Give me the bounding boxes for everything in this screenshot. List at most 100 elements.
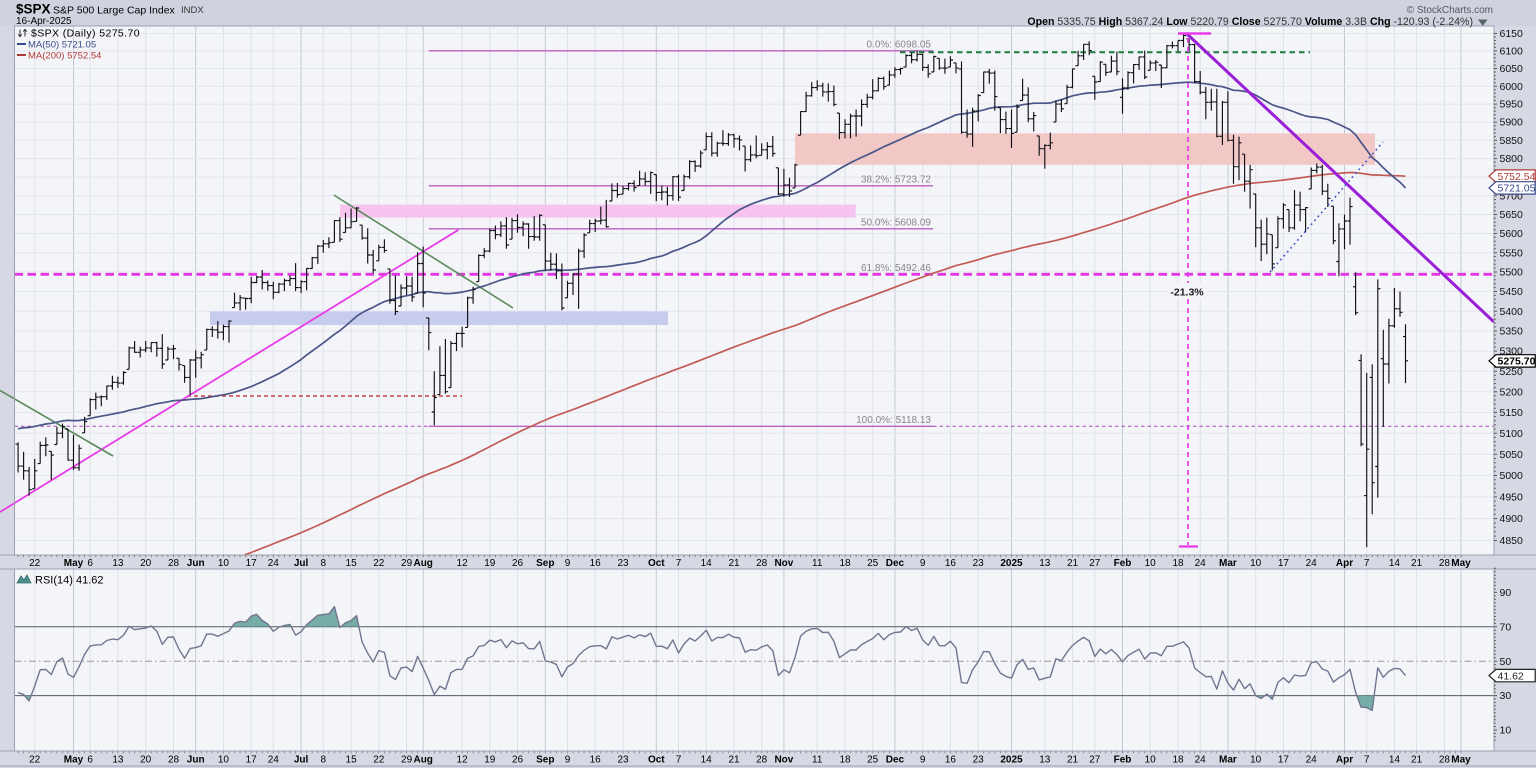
- svg-text:5721.05: 5721.05: [1498, 183, 1536, 195]
- svg-text:5550: 5550: [1500, 247, 1524, 259]
- svg-text:$SPX: $SPX: [16, 2, 51, 17]
- svg-text:9: 9: [920, 558, 926, 569]
- svg-text:21: 21: [1067, 755, 1079, 766]
- svg-text:11: 11: [812, 755, 823, 766]
- svg-text:15: 15: [346, 558, 358, 569]
- svg-text:22: 22: [373, 755, 385, 766]
- svg-text:29: 29: [401, 755, 413, 766]
- svg-text:5950: 5950: [1500, 99, 1524, 111]
- svg-text:25: 25: [867, 755, 879, 766]
- svg-text:5350: 5350: [1500, 326, 1524, 338]
- svg-text:10: 10: [1250, 755, 1262, 766]
- svg-text:9: 9: [920, 755, 926, 766]
- svg-text:7: 7: [676, 755, 682, 766]
- svg-text:28: 28: [168, 558, 180, 569]
- svg-text:5275.70: 5275.70: [1498, 356, 1536, 368]
- svg-text:14: 14: [701, 755, 713, 766]
- svg-text:May: May: [64, 558, 84, 569]
- svg-text:27: 27: [1089, 755, 1101, 766]
- svg-text:50.0%: 5608.09: 50.0%: 5608.09: [861, 217, 931, 228]
- svg-text:23: 23: [617, 558, 629, 569]
- svg-text:28: 28: [168, 755, 180, 766]
- svg-text:14: 14: [1389, 755, 1401, 766]
- svg-text:27: 27: [1089, 558, 1101, 569]
- svg-text:6050: 6050: [1500, 63, 1524, 75]
- svg-text:26: 26: [512, 755, 524, 766]
- svg-text:5850: 5850: [1500, 135, 1524, 147]
- svg-text:Aug: Aug: [413, 558, 432, 569]
- svg-text:6100: 6100: [1500, 46, 1524, 58]
- svg-text:19: 19: [484, 558, 496, 569]
- svg-text:12: 12: [457, 558, 469, 569]
- svg-text:Sep: Sep: [536, 755, 554, 766]
- svg-text:Dec: Dec: [886, 755, 905, 766]
- svg-text:13: 13: [112, 755, 124, 766]
- svg-text:May: May: [1451, 558, 1471, 569]
- svg-text:13: 13: [1039, 558, 1051, 569]
- svg-text:5752.54: 5752.54: [1498, 171, 1536, 183]
- svg-text:9: 9: [565, 755, 571, 766]
- svg-text:10: 10: [218, 558, 230, 569]
- svg-text:24: 24: [268, 755, 280, 766]
- svg-text:Feb: Feb: [1114, 558, 1132, 569]
- svg-text:4900: 4900: [1500, 513, 1524, 525]
- svg-text:5400: 5400: [1500, 306, 1524, 318]
- svg-text:11: 11: [812, 558, 823, 569]
- svg-text:50: 50: [1500, 656, 1512, 668]
- svg-text:6: 6: [87, 755, 93, 766]
- svg-text:5150: 5150: [1500, 407, 1524, 419]
- svg-text:21: 21: [1067, 558, 1079, 569]
- svg-text:Oct: Oct: [648, 755, 665, 766]
- svg-text:10: 10: [1145, 755, 1157, 766]
- svg-text:5800: 5800: [1500, 153, 1524, 165]
- svg-text:10: 10: [1145, 558, 1157, 569]
- svg-text:MA(50) 5721.05: MA(50) 5721.05: [28, 40, 96, 51]
- svg-text:41.62: 41.62: [1498, 670, 1524, 682]
- svg-text:38.2%: 5723.72: 38.2%: 5723.72: [861, 174, 931, 185]
- svg-text:18: 18: [1172, 755, 1184, 766]
- svg-text:16: 16: [945, 755, 957, 766]
- svg-text:2025: 2025: [1000, 558, 1023, 569]
- svg-text:20: 20: [140, 755, 152, 766]
- svg-text:8: 8: [321, 558, 327, 569]
- svg-text:10: 10: [218, 755, 230, 766]
- svg-text:28: 28: [1439, 558, 1451, 569]
- svg-text:16: 16: [590, 558, 602, 569]
- svg-text:6: 6: [87, 558, 93, 569]
- svg-text:61.8%: 5492.46: 61.8%: 5492.46: [861, 263, 931, 274]
- svg-text:22: 22: [373, 558, 385, 569]
- svg-text:Oct: Oct: [648, 558, 665, 569]
- svg-text:17: 17: [246, 755, 258, 766]
- svg-text:10: 10: [1250, 558, 1262, 569]
- svg-text:May: May: [64, 755, 84, 766]
- svg-text:28: 28: [756, 558, 768, 569]
- svg-text:Mar: Mar: [1219, 558, 1237, 569]
- svg-text:Dec: Dec: [886, 558, 905, 569]
- svg-text:22: 22: [29, 755, 41, 766]
- svg-text:Mar: Mar: [1219, 755, 1237, 766]
- svg-text:6150: 6150: [1500, 28, 1524, 40]
- svg-text:Jun: Jun: [187, 558, 205, 569]
- svg-text:21: 21: [728, 558, 740, 569]
- svg-text:5500: 5500: [1500, 267, 1524, 279]
- svg-text:© StockCharts.com: © StockCharts.com: [1407, 5, 1493, 16]
- svg-text:18: 18: [839, 558, 851, 569]
- svg-text:16-Apr-2025: 16-Apr-2025: [16, 16, 72, 27]
- svg-text:5000: 5000: [1500, 470, 1524, 482]
- svg-text:RSI(14) 41.62: RSI(14) 41.62: [35, 575, 103, 587]
- svg-text:17: 17: [1278, 755, 1290, 766]
- svg-text:21: 21: [728, 755, 740, 766]
- svg-text:Open 5335.75 High 5367.24 Low: Open 5335.75 High 5367.24 Low 5220.79 Cl…: [1027, 16, 1473, 28]
- svg-text:5050: 5050: [1500, 449, 1524, 461]
- svg-text:16: 16: [945, 558, 957, 569]
- svg-text:Jul: Jul: [294, 558, 309, 569]
- svg-text:23: 23: [617, 755, 629, 766]
- svg-text:29: 29: [401, 558, 413, 569]
- svg-text:Feb: Feb: [1114, 755, 1132, 766]
- svg-text:7: 7: [676, 558, 682, 569]
- svg-text:8: 8: [321, 755, 327, 766]
- svg-text:18: 18: [839, 755, 851, 766]
- svg-text:21: 21: [1411, 755, 1423, 766]
- svg-text:24: 24: [1195, 558, 1207, 569]
- svg-text:5600: 5600: [1500, 228, 1524, 240]
